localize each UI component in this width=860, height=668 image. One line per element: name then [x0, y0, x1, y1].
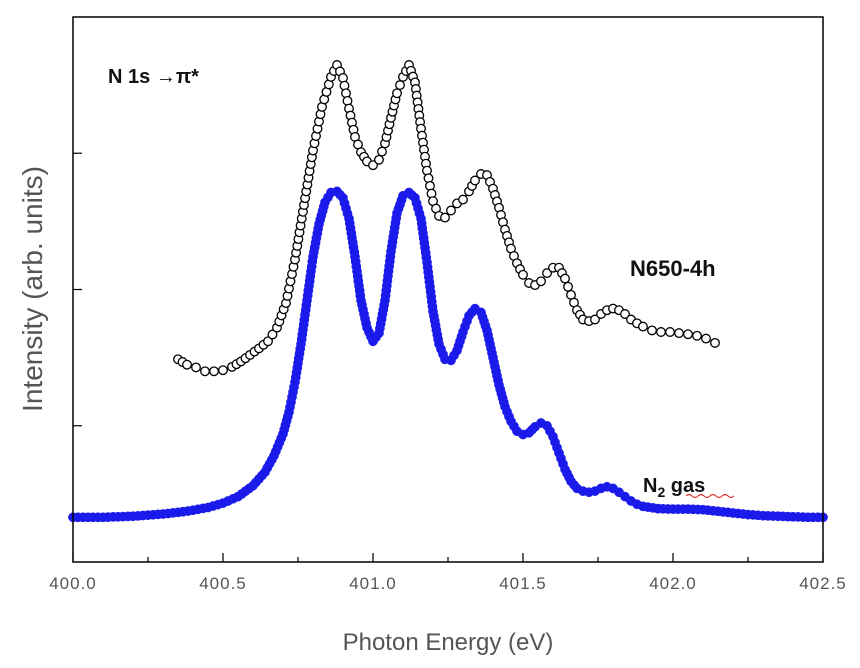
data-point	[182, 359, 192, 370]
data-point	[560, 273, 570, 284]
data-point	[620, 309, 630, 319]
gas-label-subscript: 2	[657, 484, 665, 500]
data-point	[656, 327, 666, 337]
data-point	[267, 329, 278, 340]
x-tick-label: 402.0	[649, 574, 697, 593]
data-point	[647, 325, 657, 336]
data-point	[446, 205, 456, 216]
n650-4h-series	[173, 60, 720, 377]
data-point	[674, 328, 684, 339]
data-point	[440, 212, 450, 223]
x-tick-label: 402.5	[799, 574, 847, 593]
n2-gas-series	[68, 186, 828, 523]
x-tick-label: 401.0	[349, 574, 397, 593]
data-point	[374, 154, 384, 165]
sample-label: N650-4h	[630, 256, 716, 281]
x-tick-label: 401.5	[499, 574, 547, 593]
spellcheck-underline	[685, 493, 735, 499]
data-point	[518, 269, 528, 280]
data-point	[200, 366, 210, 377]
x-axis-tick-labels: 400.0 400.5 401.0 401.5 402.0 402.5	[49, 574, 847, 593]
transition-annotation: N 1s →π*	[108, 66, 199, 88]
data-point	[710, 337, 720, 348]
x-tick-label: 400.0	[49, 574, 97, 593]
data-point	[665, 327, 675, 337]
transition-suffix: π*	[176, 66, 199, 88]
data-point	[218, 365, 228, 376]
data-point	[191, 362, 201, 373]
x-tick-label: 400.5	[199, 574, 247, 593]
data-point	[458, 194, 468, 205]
data-point	[590, 314, 600, 325]
gas-label-rest: gas	[665, 475, 705, 497]
gas-label: N2 gas	[643, 475, 705, 500]
x-axis-title: Photon Energy (eV)	[343, 629, 554, 656]
transition-prefix: N 1s	[108, 66, 156, 88]
data-point	[542, 268, 552, 279]
data-point	[701, 333, 711, 344]
data-point	[692, 330, 702, 341]
data-point	[395, 80, 405, 91]
x-axis-ticks	[72, 553, 824, 562]
y-axis-title: Intensity (arb. units)	[17, 166, 48, 412]
data-point	[470, 175, 480, 186]
data-point	[683, 329, 693, 340]
transition-arrow: →	[156, 66, 176, 88]
plot-frame	[72, 16, 824, 563]
data-point	[536, 276, 546, 287]
data-point	[368, 160, 378, 171]
data-point	[209, 366, 219, 377]
data-point	[392, 88, 402, 99]
data-point	[263, 336, 273, 347]
y-axis-ticks	[73, 152, 82, 427]
gas-label-main: N	[643, 475, 657, 497]
data-point	[377, 146, 387, 157]
series-line	[73, 190, 823, 518]
data-point	[563, 281, 573, 292]
data-point	[638, 321, 648, 332]
